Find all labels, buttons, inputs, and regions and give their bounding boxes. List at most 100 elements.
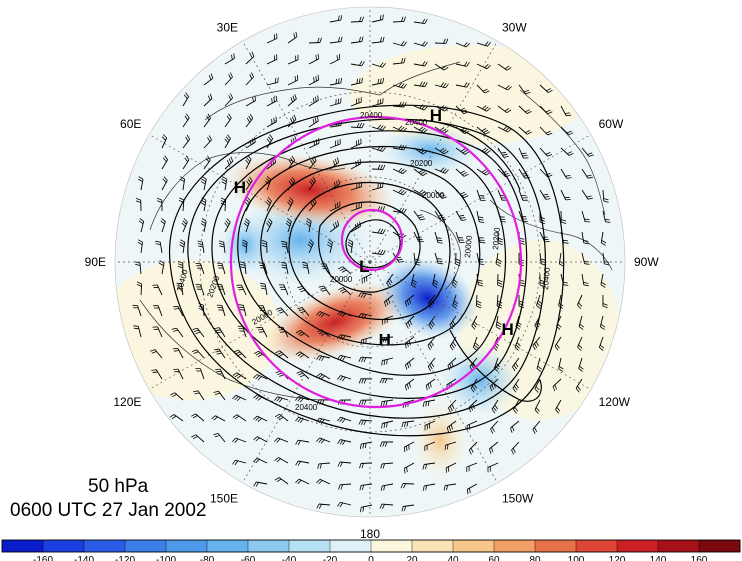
wind-barb-flag (315, 75, 317, 82)
wind-barb-flag (297, 397, 302, 402)
wind-barb-flag (302, 266, 308, 269)
wind-barb (413, 231, 420, 243)
contour-label: 20000 (330, 275, 353, 284)
wind-barb (495, 315, 499, 327)
wind-barb (489, 441, 499, 450)
wind-barb (413, 126, 424, 133)
wind-barb-flag (512, 426, 515, 432)
wind-barb (339, 461, 352, 464)
wind-barb-flag (400, 190, 405, 195)
wind-barb-flag (422, 18, 426, 24)
wind-barb-flag (293, 33, 296, 39)
wind-barb-flag (476, 303, 482, 306)
wind-barb-flag (347, 241, 353, 245)
wind-barb-flag (466, 489, 469, 495)
level-title: 50 hPa (88, 476, 149, 497)
wind-barb-flag (387, 298, 391, 304)
wind-barb-flag (451, 283, 456, 288)
wind-barb-flag (359, 485, 362, 491)
wind-barb-flag (558, 365, 564, 370)
wind-barb-flag (255, 482, 259, 487)
wind-barb-flag (239, 261, 245, 264)
wind-barb (161, 263, 165, 275)
wind-barb-flag (503, 172, 509, 176)
wind-barb-flag (335, 78, 338, 84)
wind-barb-flag (158, 262, 164, 266)
wind-barb-flag (473, 320, 478, 326)
wind-barb-flag (602, 303, 608, 306)
longitude-label: 120E (113, 395, 141, 409)
contour-label: 20400 (405, 118, 428, 127)
wind-barb (382, 357, 394, 362)
wind-barb (497, 105, 508, 114)
wind-barb-flag (228, 74, 232, 79)
wind-barb-flag (234, 415, 240, 420)
magenta-circles (229, 115, 523, 409)
map-boundary (114, 6, 626, 518)
longitude-label: 90E (85, 255, 106, 269)
wind-barb-flag (277, 309, 283, 312)
wind-barb-flag (430, 341, 434, 347)
wind-barb (404, 462, 415, 469)
wind-barb-flag (363, 378, 367, 384)
wind-barb (455, 231, 461, 243)
wind-barb (329, 143, 341, 149)
wind-barb-flag (297, 440, 301, 446)
wind-barb (560, 126, 570, 136)
wind-barb-flag (565, 175, 571, 177)
wind-barb (340, 439, 352, 443)
wind-barb-flag (380, 463, 383, 469)
wind-barb-flag (138, 176, 144, 180)
wind-barb (581, 252, 586, 264)
wind-barb (245, 56, 255, 65)
wind-barb (221, 263, 226, 275)
wind-barb-flag (402, 191, 407, 196)
wind-barb-flag (462, 129, 468, 133)
wind-barb-flag (562, 239, 568, 242)
wind-barb-flag (247, 197, 252, 202)
wind-barb (534, 378, 541, 389)
wind-barb-flag (299, 418, 304, 424)
wind-barb-flag (536, 368, 542, 372)
wind-barb (371, 19, 383, 23)
wind-barb-flag (312, 176, 316, 182)
wind-barb-flag (403, 57, 406, 63)
wind-barb-flag (355, 161, 357, 167)
wind-barb-flag (379, 146, 384, 151)
wind-barb-flag (578, 368, 583, 372)
wind-barb-flag (216, 331, 222, 334)
wind-barb (598, 336, 604, 348)
wind-barb (476, 126, 486, 135)
pressure-center-labels: H H H H L (234, 106, 514, 350)
longitude-label: 60E (120, 117, 141, 131)
colorbar-box (493, 539, 536, 553)
colorbar-tick-label: -20 (323, 555, 338, 561)
wind-barb-flag (359, 444, 362, 450)
wind-barb (581, 189, 589, 200)
wind-barb (413, 210, 421, 221)
wind-barb (329, 41, 341, 44)
colorbar-box (1, 539, 44, 553)
wind-barb-flag (152, 371, 158, 374)
wind-barb-flag (224, 138, 229, 144)
wind-barb-flag (362, 506, 365, 512)
contour-line (318, 201, 421, 293)
wind-barb-flag (340, 15, 343, 21)
wind-barb-flag (479, 221, 485, 223)
wind-barb-flag (505, 127, 510, 132)
wind-barb-flag (588, 154, 594, 157)
wind-barb (455, 84, 467, 88)
wind-barb-flag (321, 289, 327, 292)
wind-barb (446, 378, 457, 386)
wind-barb-flag (472, 323, 477, 328)
wind-barb (318, 503, 331, 506)
wind-barb-flag (502, 153, 508, 156)
wind-barb-flag (185, 92, 189, 97)
wind-barb (319, 437, 331, 443)
wind-barb-flag (216, 352, 222, 355)
wind-barb (496, 294, 499, 307)
wind-barb-flag (161, 136, 166, 141)
wind-barb-flag (424, 61, 428, 67)
wind-barb (137, 305, 142, 317)
colorbar-tick-label: 160 (691, 555, 708, 561)
